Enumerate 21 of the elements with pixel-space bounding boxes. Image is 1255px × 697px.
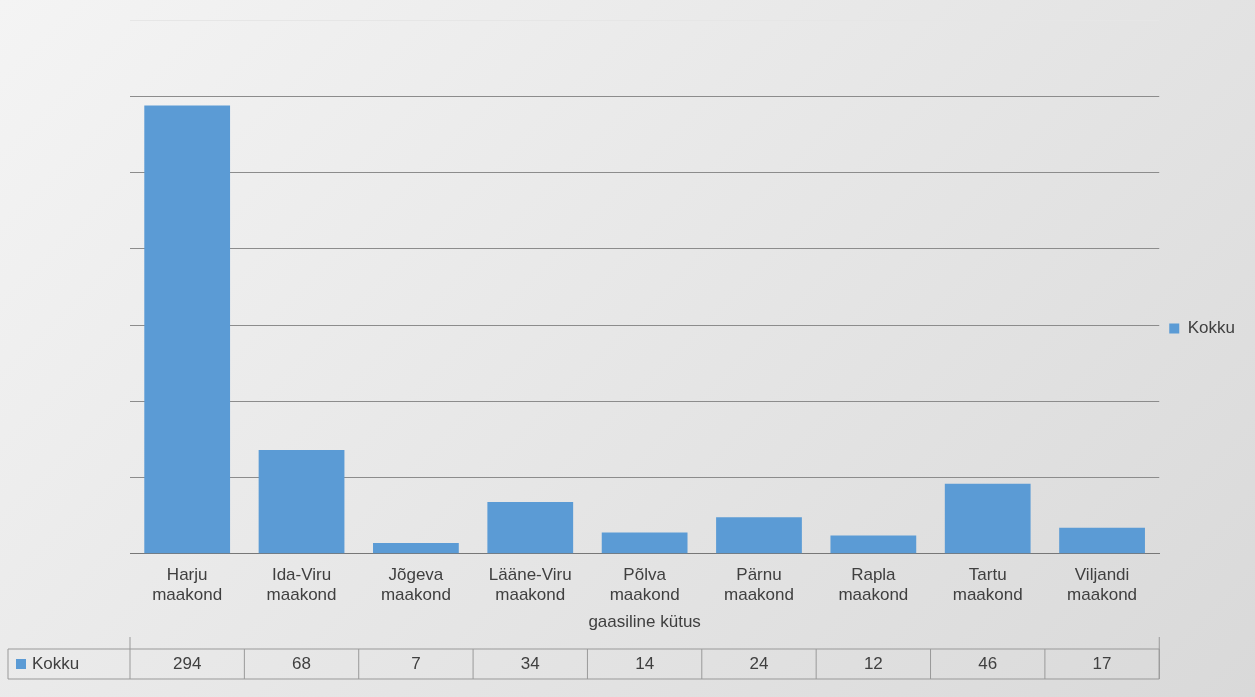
data-label: 34 [520,653,540,673]
text: Kokku [32,653,80,673]
x-tick-label: Põlva maakond [609,564,680,605]
data-label: 294 [172,653,202,673]
x-tick-label: Pärnu maakond [724,564,794,605]
data-label: 7 [411,653,421,673]
data-label: 17 [1092,653,1112,673]
x-tick-label: Harju maakond [152,564,223,605]
data-label: 14 [635,653,655,673]
legend-label: Kokku [1187,318,1235,338]
x-tick-label: Ida-Viru maakond [266,564,337,605]
data-label: 12 [863,653,883,673]
x-tick-label: Viljandi maakond [1067,564,1138,605]
x-tick-label: Rapla maakond [838,564,909,605]
data-label: 46 [978,653,998,673]
data-label: 68 [292,653,311,673]
x-tick-label: Jõgeva maakond [380,564,451,605]
x-tick-label: Lääne-Viru maakond [488,564,572,605]
x-axis-title: gaasiline kütus [588,612,701,632]
data-label: 24 [749,653,769,673]
x-tick-label: Tartu maakond [952,564,1023,605]
